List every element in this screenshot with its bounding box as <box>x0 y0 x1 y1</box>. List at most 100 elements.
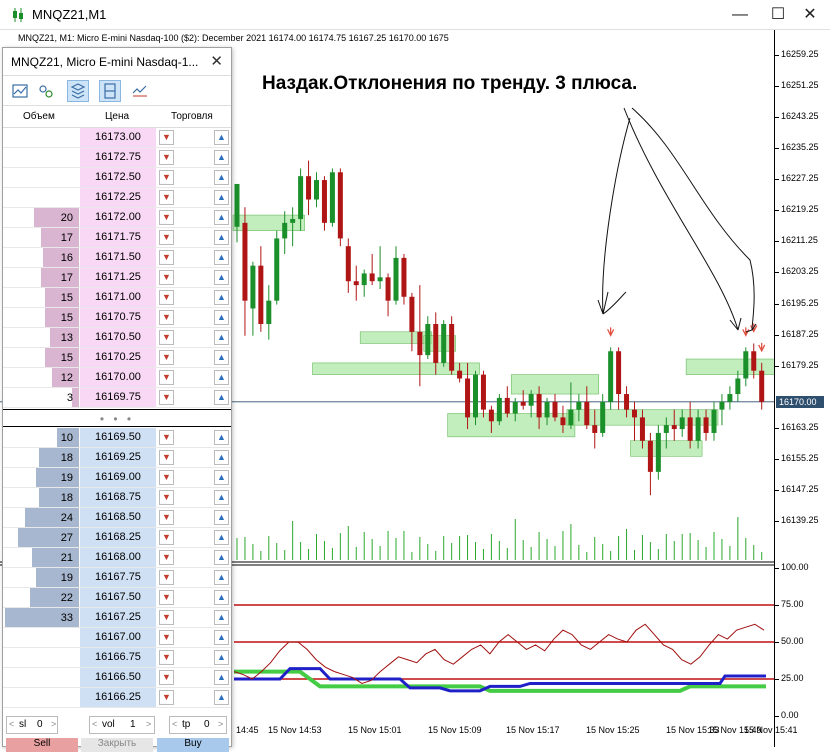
bid-row[interactable]: 16167.00 ▼ ▲ <box>3 628 231 648</box>
sell-limit-chevron-down-icon[interactable]: ▼ <box>159 450 174 465</box>
bid-row[interactable]: 10 16169.50 ▼ ▲ <box>3 428 231 448</box>
buy-limit-chevron-up-icon[interactable]: ▲ <box>214 370 229 385</box>
price-cell[interactable]: 16172.00 <box>80 208 156 227</box>
buy-limit-chevron-up-icon[interactable]: ▲ <box>214 130 229 145</box>
ask-row[interactable]: 3 16169.75 ▼ ▲ <box>3 388 231 408</box>
price-cell[interactable]: 16170.50 <box>80 328 156 347</box>
bid-row[interactable]: 21 16168.00 ▼ ▲ <box>3 548 231 568</box>
price-cell[interactable]: 16173.00 <box>80 128 156 147</box>
ask-row[interactable]: 16173.00 ▼ ▲ <box>3 128 231 148</box>
sell-limit-chevron-down-icon[interactable]: ▼ <box>159 670 174 685</box>
price-cell[interactable]: 16169.75 <box>80 388 156 407</box>
volume-stepper[interactable]: < vol 1 > <box>89 716 155 734</box>
minimize-button[interactable]: — <box>732 6 748 23</box>
sell-limit-chevron-down-icon[interactable]: ▼ <box>159 310 174 325</box>
price-cell[interactable]: 16168.50 <box>80 508 156 527</box>
price-cell[interactable]: 16166.75 <box>80 648 156 667</box>
tp-value[interactable]: 0 <box>204 719 210 730</box>
sell-limit-chevron-down-icon[interactable]: ▼ <box>159 170 174 185</box>
depth-of-market-panel[interactable]: MNQZ21, Micro E-mini Nasdaq-1... ✕ Объем… <box>2 47 232 752</box>
sell-limit-chevron-down-icon[interactable]: ▼ <box>159 510 174 525</box>
buy-limit-chevron-up-icon[interactable]: ▲ <box>214 490 229 505</box>
price-cell[interactable]: 16169.50 <box>80 428 156 447</box>
price-cell[interactable]: 16170.75 <box>80 308 156 327</box>
sell-limit-chevron-down-icon[interactable]: ▼ <box>159 210 174 225</box>
buy-limit-chevron-up-icon[interactable]: ▲ <box>214 230 229 245</box>
sell-limit-chevron-down-icon[interactable]: ▼ <box>159 430 174 445</box>
bid-row[interactable]: 22 16167.50 ▼ ▲ <box>3 588 231 608</box>
buy-limit-chevron-up-icon[interactable]: ▲ <box>214 610 229 625</box>
ask-row[interactable]: 15 16170.75 ▼ ▲ <box>3 308 231 328</box>
price-cell[interactable]: 16166.25 <box>80 688 156 707</box>
price-cell[interactable]: 16172.25 <box>80 188 156 207</box>
bid-row[interactable]: 27 16168.25 ▼ ▲ <box>3 528 231 548</box>
bid-row[interactable]: 16166.50 ▼ ▲ <box>3 668 231 688</box>
price-cell[interactable]: 16167.75 <box>80 568 156 587</box>
price-cell[interactable]: 16167.00 <box>80 628 156 647</box>
price-cell[interactable]: 16171.75 <box>80 228 156 247</box>
sell-limit-chevron-down-icon[interactable]: ▼ <box>159 190 174 205</box>
chart-area[interactable]: MNQZ21, M1: Micro E-mini Nasdaq-100 ($2)… <box>0 30 830 747</box>
buy-limit-chevron-up-icon[interactable]: ▲ <box>214 690 229 705</box>
buy-limit-chevron-up-icon[interactable]: ▲ <box>214 630 229 645</box>
sell-limit-chevron-down-icon[interactable]: ▼ <box>159 490 174 505</box>
bid-row[interactable]: 18 16168.75 ▼ ▲ <box>3 488 231 508</box>
price-cell[interactable]: 16172.50 <box>80 168 156 187</box>
sell-limit-chevron-down-icon[interactable]: ▼ <box>159 350 174 365</box>
buy-limit-chevron-up-icon[interactable]: ▲ <box>214 190 229 205</box>
bid-row[interactable]: 33 16167.25 ▼ ▲ <box>3 608 231 628</box>
buy-limit-chevron-up-icon[interactable]: ▲ <box>214 290 229 305</box>
price-cell[interactable]: 16166.50 <box>80 668 156 687</box>
ask-row[interactable]: 13 16170.50 ▼ ▲ <box>3 328 231 348</box>
buy-limit-chevron-up-icon[interactable]: ▲ <box>214 430 229 445</box>
dom-view-icon[interactable] <box>67 80 89 102</box>
ask-row[interactable]: 15 16171.00 ▼ ▲ <box>3 288 231 308</box>
sell-limit-chevron-down-icon[interactable]: ▼ <box>159 230 174 245</box>
sell-limit-chevron-down-icon[interactable]: ▼ <box>159 130 174 145</box>
price-cell[interactable]: 16168.00 <box>80 548 156 567</box>
buy-limit-chevron-up-icon[interactable]: ▲ <box>214 670 229 685</box>
buy-limit-chevron-up-icon[interactable]: ▲ <box>214 570 229 585</box>
ladder-view-icon[interactable] <box>99 80 121 102</box>
buy-limit-chevron-up-icon[interactable]: ▲ <box>214 170 229 185</box>
buy-limit-chevron-up-icon[interactable]: ▲ <box>214 210 229 225</box>
ask-row[interactable]: 16172.25 ▼ ▲ <box>3 188 231 208</box>
ask-row[interactable]: 20 16172.00 ▼ ▲ <box>3 208 231 228</box>
bid-row[interactable]: 18 16169.25 ▼ ▲ <box>3 448 231 468</box>
sell-limit-chevron-down-icon[interactable]: ▼ <box>159 690 174 705</box>
price-cell[interactable]: 16171.25 <box>80 268 156 287</box>
sell-limit-chevron-down-icon[interactable]: ▼ <box>159 370 174 385</box>
sell-limit-chevron-down-icon[interactable]: ▼ <box>159 470 174 485</box>
price-cell[interactable]: 16171.00 <box>80 288 156 307</box>
buy-limit-chevron-up-icon[interactable]: ▲ <box>214 510 229 525</box>
sell-limit-chevron-down-icon[interactable]: ▼ <box>159 270 174 285</box>
price-cell[interactable]: 16172.75 <box>80 148 156 167</box>
price-cell[interactable]: 16167.50 <box>80 588 156 607</box>
volume-value[interactable]: 1 <box>130 719 136 730</box>
bid-row[interactable]: 16166.25 ▼ ▲ <box>3 688 231 708</box>
sell-limit-chevron-down-icon[interactable]: ▼ <box>159 650 174 665</box>
ask-row[interactable]: 16172.50 ▼ ▲ <box>3 168 231 188</box>
buy-limit-chevron-up-icon[interactable]: ▲ <box>214 390 229 405</box>
buy-limit-chevron-up-icon[interactable]: ▲ <box>214 550 229 565</box>
buy-limit-chevron-up-icon[interactable]: ▲ <box>214 590 229 605</box>
close-window-button[interactable]: ✕ <box>803 6 817 23</box>
buy-limit-chevron-up-icon[interactable]: ▲ <box>214 250 229 265</box>
price-cell[interactable]: 16169.25 <box>80 448 156 467</box>
sell-limit-chevron-down-icon[interactable]: ▼ <box>159 150 174 165</box>
buy-button[interactable]: Buy <box>157 738 229 752</box>
buy-limit-chevron-up-icon[interactable]: ▲ <box>214 350 229 365</box>
bid-row[interactable]: 24 16168.50 ▼ ▲ <box>3 508 231 528</box>
buy-limit-chevron-up-icon[interactable]: ▲ <box>214 450 229 465</box>
buy-limit-chevron-up-icon[interactable]: ▲ <box>214 650 229 665</box>
sell-limit-chevron-down-icon[interactable]: ▼ <box>159 630 174 645</box>
dom-close-icon[interactable]: ✕ <box>210 53 223 70</box>
maximize-button[interactable]: ☐ <box>770 6 786 23</box>
price-cell[interactable]: 16169.00 <box>80 468 156 487</box>
price-cell[interactable]: 16170.00 <box>80 368 156 387</box>
tp-stepper[interactable]: < tp 0 > <box>169 716 227 734</box>
ask-row[interactable]: 16 16171.50 ▼ ▲ <box>3 248 231 268</box>
indicator-view-icon[interactable] <box>129 80 151 102</box>
sell-limit-chevron-down-icon[interactable]: ▼ <box>159 610 174 625</box>
bid-row[interactable]: 16166.75 ▼ ▲ <box>3 648 231 668</box>
